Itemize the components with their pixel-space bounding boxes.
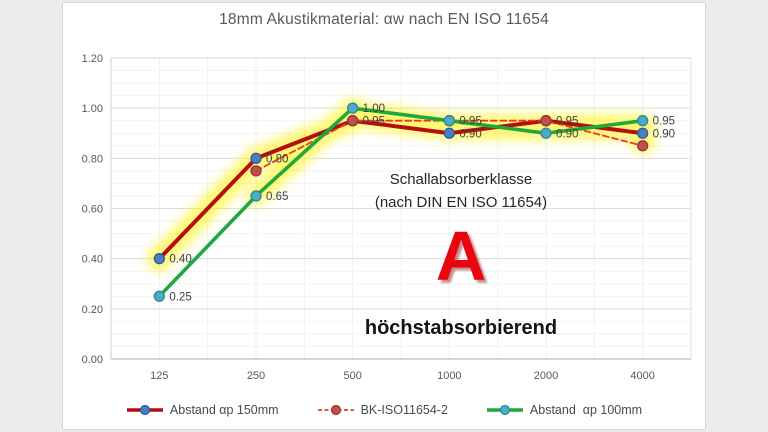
marker-s2-2000 [540, 127, 552, 139]
chart-panel: 18mm Akustikmaterial: αw nach EN ISO 116… [62, 2, 706, 430]
annotation-line1: Schallabsorberklasse [389, 171, 533, 188]
series-line-0 [157, 118, 645, 261]
marker-s2-125 [153, 290, 165, 302]
absorber-class-letter: A [435, 217, 487, 295]
legend-item-bk-iso11654-2: BK-ISO11654-2 [317, 403, 448, 417]
chart-legend: Abstand αp 150mm BK-ISO11654-2 Abstand α… [63, 403, 705, 417]
marker-s2-500 [347, 102, 359, 114]
x-tick-label: 4000 [630, 370, 654, 382]
y-tick-label: 1.00 [82, 103, 103, 115]
marker-s2-250 [250, 190, 262, 202]
data-label: 0.80 [266, 153, 288, 165]
chart-plot-area: 0.400.250.800.651.000.95 0.950.900.950.90… [82, 53, 692, 382]
annotation-schallabsorberklasse: Schallabsorberklasse (nach DIN EN ISO 11… [313, 168, 609, 215]
legend-item-abstand-100mm: Abstand αp 100mm [486, 403, 642, 417]
data-label: 0.90 [556, 128, 578, 140]
y-tick-label: 0.60 [82, 204, 103, 216]
gridlines [110, 57, 692, 360]
marker-s0-1000 [443, 127, 455, 139]
x-tick-label: 2000 [534, 370, 558, 382]
absorber-class-description: höchstabsorbierend [364, 317, 558, 339]
chart-title: 18mm Akustikmaterial: αw nach EN ISO 116… [219, 11, 549, 28]
legend-label: BK-ISO11654-2 [360, 403, 448, 417]
data-label: 0.95 [363, 116, 385, 128]
data-label: 0.65 [266, 191, 288, 203]
annotation-line2: (nach DIN EN ISO 11654) [374, 194, 548, 212]
marker-s1-2000 [540, 115, 552, 127]
y-tick-label: 0.20 [82, 304, 103, 316]
x-tick-label: 1000 [437, 370, 461, 382]
marker-s1-4000 [637, 140, 649, 152]
legend-item-abstand-150mm: Abstand αp 150mm [126, 403, 279, 417]
legend-sample-1 [317, 404, 354, 416]
data-label: 0.95 [556, 116, 578, 128]
marker-s0-125 [153, 253, 165, 265]
y-tick-label: 0.80 [82, 153, 103, 165]
x-tick-label: 125 [150, 370, 168, 382]
data-label: 0.25 [169, 291, 191, 303]
data-label: 0.95 [459, 116, 481, 128]
axis-tick-labels: 0.00 0.20 0.40 0.60 0.80 1.00 1.20 125 250 500 100… [82, 53, 655, 382]
legend-label: Abstand αp 150mm [169, 403, 279, 417]
marker-s2-1000 [443, 115, 455, 127]
marker-s0-4000 [637, 127, 649, 139]
series-markers [153, 102, 649, 302]
legend-sample-0 [126, 404, 163, 416]
data-label: 1.00 [363, 103, 385, 115]
data-label: 0.40 [169, 254, 191, 266]
marker-s2-4000 [637, 115, 649, 127]
marker-s1-250 [250, 165, 262, 177]
x-tick-label: 500 [343, 370, 361, 382]
series-line-2 [157, 106, 645, 299]
data-label: 0.90 [459, 128, 481, 140]
legend-label: Abstand αp 100mm [529, 403, 643, 417]
marker-s1-500 [347, 115, 359, 127]
data-label: 0.90 [653, 128, 675, 140]
y-tick-label: 0.00 [82, 354, 103, 366]
data-label: 0.95 [653, 116, 675, 128]
data-labels: 0.400.250.800.651.000.95 0.950.900.950.90… [169, 103, 675, 303]
y-tick-label: 1.20 [82, 53, 103, 65]
y-tick-label: 0.40 [82, 254, 103, 266]
x-tick-label: 250 [247, 370, 265, 382]
legend-sample-2 [486, 404, 523, 416]
marker-s0-250 [250, 152, 262, 164]
